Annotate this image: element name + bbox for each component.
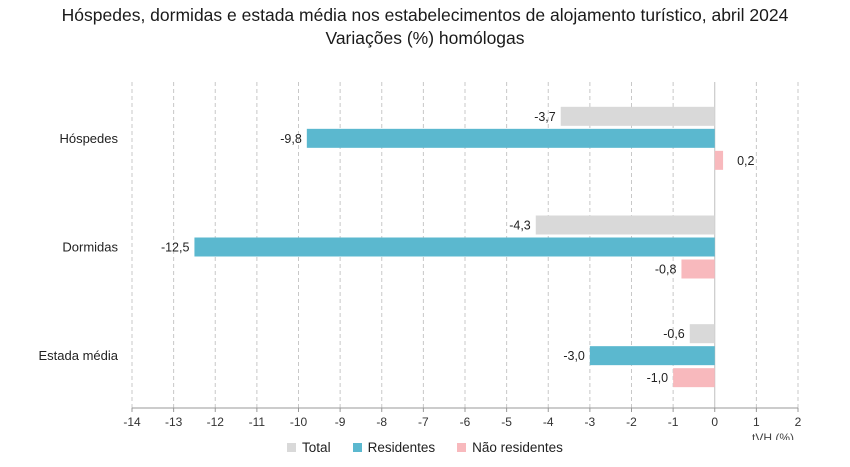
x-tick-label: 0 [711, 415, 718, 429]
bar-nao-residentes [714, 150, 724, 170]
chart-title-block: Hóspedes, dormidas e estada média nos es… [0, 4, 850, 50]
category-label: Dormidas [62, 240, 118, 255]
x-tick-label: -13 [165, 415, 183, 429]
data-label: -3,7 [534, 110, 556, 124]
x-tick-label: -11 [249, 415, 266, 429]
chart-subtitle: Variações (%) homólogas [325, 28, 525, 48]
data-label: -9,8 [280, 132, 302, 146]
x-tick-label: -9 [335, 415, 346, 429]
bar-residentes [589, 346, 715, 366]
category-label: Estada média [39, 348, 119, 363]
bar-total [689, 324, 715, 344]
data-label: -4,3 [509, 219, 531, 233]
data-label: -0,8 [655, 263, 677, 277]
legend-swatch-nao-residentes [457, 443, 467, 452]
x-tick-label: -7 [418, 415, 429, 429]
legend-swatch-total [287, 443, 297, 452]
chart-title: Hóspedes, dormidas e estada média nos es… [61, 5, 789, 25]
bar-total [535, 215, 715, 235]
x-tick-label: -5 [501, 415, 512, 429]
legend-item-nao-residentes: Não residentes [457, 440, 563, 455]
x-tick-label: -12 [207, 415, 225, 429]
x-tick-label: -8 [376, 415, 387, 429]
legend-item-residentes: Residentes [352, 440, 436, 455]
bar-total [560, 106, 715, 126]
x-tick-label: -2 [626, 415, 637, 429]
x-tick-label: -14 [123, 415, 141, 429]
x-tick-label: -1 [668, 415, 679, 429]
data-label: -0,6 [663, 327, 685, 341]
data-label: -12,5 [161, 241, 190, 255]
x-tick-label: -6 [460, 415, 471, 429]
x-tick-label: -4 [543, 415, 554, 429]
bar-nao-residentes [673, 368, 715, 388]
legend-swatch-residentes [352, 443, 362, 452]
data-label: -1,0 [647, 371, 669, 385]
bar-chart: -14 -13 -12 -11 -10 -9 -8 -7 -6 -5 -4 -3 -2 -1 0 1 2tVH … [39, 82, 802, 440]
x-tick-label: 2 [795, 415, 802, 429]
data-label: -3,0 [563, 349, 585, 363]
x-axis-title: tVH (%) [752, 431, 794, 440]
legend-label-nao-residentes: Não residentes [472, 440, 563, 455]
legend-item-total: Total [287, 440, 331, 455]
bar-residentes [306, 128, 715, 148]
x-tick-label: -3 [585, 415, 596, 429]
bar-residentes [194, 237, 715, 257]
legend-label-residentes: Residentes [367, 440, 436, 455]
data-label: 0,2 [737, 154, 754, 168]
x-tick-label: -10 [290, 415, 308, 429]
legend-label-total: Total [302, 440, 331, 455]
legend: Total Residentes Não residentes [0, 440, 850, 455]
bar-nao-residentes [681, 259, 715, 279]
x-tick-label: 1 [753, 415, 760, 429]
category-label: Hóspedes [59, 131, 118, 146]
